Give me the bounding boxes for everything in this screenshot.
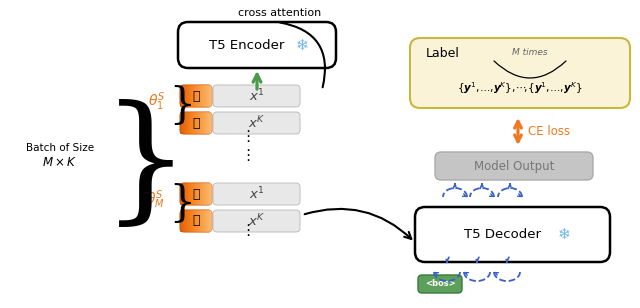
FancyBboxPatch shape [213, 85, 300, 107]
FancyArrowPatch shape [305, 209, 412, 239]
Text: $\theta_M^S$: $\theta_M^S$ [147, 189, 165, 211]
Text: 🔥: 🔥 [192, 188, 200, 201]
Text: Model Output: Model Output [474, 160, 554, 172]
Text: 🔥: 🔥 [192, 116, 200, 129]
FancyBboxPatch shape [213, 183, 300, 205]
Text: ⋮: ⋮ [241, 222, 255, 237]
FancyBboxPatch shape [180, 85, 212, 107]
Text: $x^K$: $x^K$ [248, 213, 265, 229]
Text: 🔥: 🔥 [192, 214, 200, 228]
Text: cross attention: cross attention [238, 8, 322, 18]
Text: ⋮: ⋮ [241, 128, 255, 144]
FancyBboxPatch shape [415, 207, 610, 262]
FancyBboxPatch shape [213, 112, 300, 134]
Text: Batch of Size: Batch of Size [26, 143, 94, 153]
FancyArrowPatch shape [280, 22, 325, 87]
Text: 🔥: 🔥 [192, 90, 200, 103]
FancyBboxPatch shape [178, 22, 336, 68]
Text: {: { [160, 81, 186, 123]
Text: <bos>: <bos> [425, 279, 455, 289]
Text: CE loss: CE loss [528, 124, 570, 137]
Text: ⋮: ⋮ [241, 148, 255, 163]
Text: {: { [68, 91, 156, 225]
Text: $\{\boldsymbol{y}^1,\!\ldots,\!\boldsymbol{y}^K\},\!\cdots\!,\!\{\boldsymbol{y}^: $\{\boldsymbol{y}^1,\!\ldots,\!\boldsymb… [457, 80, 583, 96]
Text: $M \times K$: $M \times K$ [42, 156, 77, 168]
Text: {: { [160, 179, 186, 221]
FancyBboxPatch shape [180, 112, 212, 134]
Text: ❄: ❄ [296, 38, 308, 52]
Text: T5 Encoder: T5 Encoder [209, 38, 285, 51]
FancyBboxPatch shape [213, 210, 300, 232]
FancyBboxPatch shape [410, 38, 630, 108]
FancyBboxPatch shape [435, 152, 593, 180]
Text: $\theta_1^S$: $\theta_1^S$ [148, 91, 165, 113]
Text: $x^1$: $x^1$ [248, 88, 264, 104]
FancyBboxPatch shape [180, 183, 212, 205]
Text: T5 Decoder: T5 Decoder [464, 228, 541, 241]
FancyBboxPatch shape [418, 275, 462, 293]
Text: Label: Label [426, 47, 460, 59]
Text: $x^1$: $x^1$ [248, 186, 264, 202]
Text: $x^K$: $x^K$ [248, 115, 265, 131]
FancyBboxPatch shape [180, 210, 212, 232]
Text: M times: M times [512, 47, 548, 56]
Text: ❄: ❄ [558, 227, 571, 242]
